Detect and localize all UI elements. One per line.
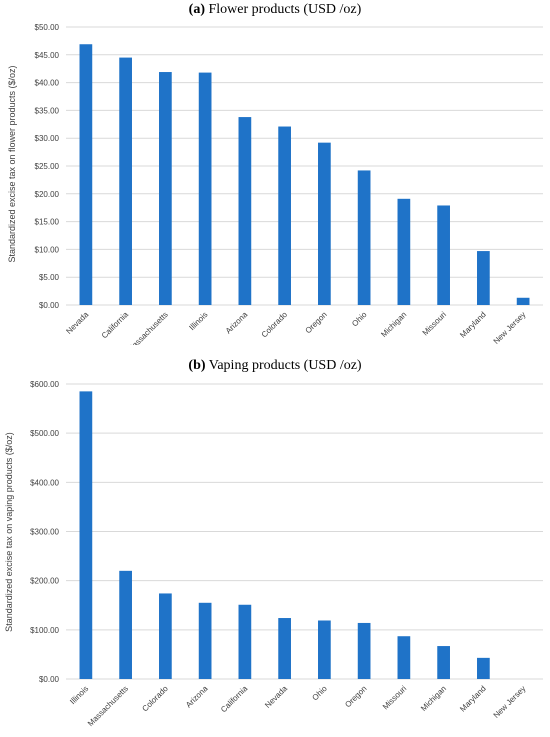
flower-xtick-label: Colorado xyxy=(260,310,290,340)
flower-ytick-label: $25.00 xyxy=(35,162,60,171)
flower-chart-ylabel: Standardized excise tax on flower produc… xyxy=(7,65,17,262)
flower-ytick-label: $0.00 xyxy=(39,301,60,310)
vaping-bar xyxy=(278,618,291,679)
vaping-ytick-label: $400.00 xyxy=(30,478,59,487)
flower-bar xyxy=(79,44,93,306)
vaping-ytick-label: $100.00 xyxy=(30,626,59,635)
vaping-xtick-label: Arizona xyxy=(184,684,210,710)
flower-bar xyxy=(278,126,291,305)
vaping-ytick-label: $600.00 xyxy=(30,380,59,389)
vaping-xtick-label: Ohio xyxy=(310,684,329,703)
vaping-bar xyxy=(159,593,172,679)
vaping-bar xyxy=(437,646,450,679)
vaping-chart-title-tag: (b) xyxy=(188,358,206,373)
vaping-xtick-label: Oregon xyxy=(343,684,368,709)
vaping-ytick-label: $200.00 xyxy=(30,577,59,586)
flower-bar xyxy=(198,72,212,305)
flower-xtick-label: Massachusetts xyxy=(126,310,170,345)
vaping-xtick-label: Missouri xyxy=(381,684,409,712)
vaping-bar xyxy=(198,602,212,679)
flower-ytick-label: $5.00 xyxy=(39,273,60,282)
vaping-bar xyxy=(79,391,93,679)
vaping-bar xyxy=(397,636,411,679)
flower-xtick-label: Maryland xyxy=(458,310,488,340)
vaping-xtick-label: California xyxy=(219,684,250,715)
vaping-bar xyxy=(357,622,371,679)
flower-chart-title-text: Flower products (USD /oz) xyxy=(208,2,362,17)
flower-xtick-label: Ohio xyxy=(350,310,369,329)
vaping-bar xyxy=(318,620,331,679)
vaping-xtick-label: Massachusetts xyxy=(86,684,130,728)
vaping-bar xyxy=(119,570,132,679)
flower-bar xyxy=(357,170,371,305)
flower-xtick-label: Missouri xyxy=(421,310,449,338)
flower-ytick-label: $50.00 xyxy=(35,23,60,32)
flower-xtick-label: California xyxy=(100,310,131,341)
vaping-chart-svg: Standardized excise tax on vaping produc… xyxy=(4,380,543,728)
flower-ytick-label: $15.00 xyxy=(35,218,60,227)
flower-ytick-label: $40.00 xyxy=(35,79,60,88)
flower-ytick-label: $30.00 xyxy=(35,134,60,143)
vaping-bar xyxy=(477,657,490,679)
flower-bar xyxy=(516,297,530,305)
vaping-bar xyxy=(238,604,252,679)
vaping-ytick-label: $500.00 xyxy=(30,429,59,438)
vaping-chart-title-text: Vaping products (USD /oz) xyxy=(208,358,362,373)
flower-bar xyxy=(238,117,252,306)
vaping-xtick-label: Colorado xyxy=(140,684,170,714)
flower-ytick-label: $45.00 xyxy=(35,51,60,60)
vaping-ytick-label: $300.00 xyxy=(30,528,59,537)
flower-chart-title: (a) Flower products (USD /oz) xyxy=(0,2,550,18)
flower-xtick-label: New Jersey xyxy=(492,310,528,345)
flower-xtick-label: Illinois xyxy=(187,310,209,332)
vaping-xtick-label: Illinois xyxy=(68,684,90,706)
flower-bar xyxy=(119,57,132,305)
flower-bar xyxy=(397,198,411,305)
flower-chart-title-tag: (a) xyxy=(188,2,205,17)
vaping-chart-panel: (b) Vaping products (USD /oz) Standardiz… xyxy=(0,356,550,737)
vaping-chart-title: (b) Vaping products (USD /oz) xyxy=(0,358,550,374)
flower-xtick-label: Arizona xyxy=(224,310,250,336)
vaping-chart-ylabel: Standardized excise tax on vaping produc… xyxy=(4,432,14,632)
flower-xtick-label: Oregon xyxy=(304,310,329,335)
flower-bar xyxy=(437,205,450,305)
flower-bar xyxy=(318,142,331,305)
flower-xtick-label: Nevada xyxy=(64,310,90,336)
vaping-ytick-label: $0.00 xyxy=(39,675,60,684)
flower-ytick-label: $10.00 xyxy=(35,245,60,254)
flower-chart-panel: (a) Flower products (USD /oz) Standardiz… xyxy=(0,0,550,345)
vaping-xtick-label: Maryland xyxy=(458,684,488,714)
flower-ytick-label: $20.00 xyxy=(35,190,60,199)
flower-bar xyxy=(477,251,490,305)
vaping-xtick-label: New Jersey xyxy=(492,684,528,720)
flower-ytick-label: $35.00 xyxy=(35,106,60,115)
vaping-xtick-label: Nevada xyxy=(263,684,289,710)
flower-bar xyxy=(159,72,172,305)
flower-xtick-label: Michigan xyxy=(379,310,408,339)
flower-chart-svg: Standardized excise tax on flower produc… xyxy=(7,23,543,345)
vaping-xtick-label: Michigan xyxy=(419,684,448,713)
